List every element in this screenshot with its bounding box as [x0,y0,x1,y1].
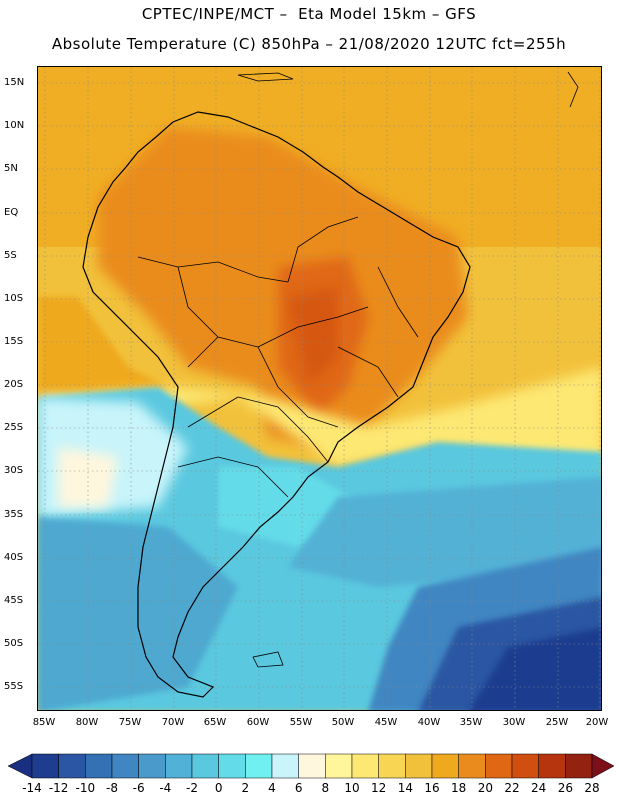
colorbar-label: 16 [424,781,440,795]
colorbar-swatch [111,753,139,779]
colorbar-swatch [191,753,219,779]
map-title-line-2: Absolute Temperature (C) 850hPa – 21/08/… [51,35,567,53]
colorbar-label: 14 [397,781,413,795]
lat-label: 55S [4,681,24,692]
lat-label: 5N [4,163,18,174]
lon-label: 55W [289,717,313,728]
colorbar-label: -6 [132,781,145,795]
colorbar-label: 10 [344,781,360,795]
colorbar-swatch [31,753,59,779]
lon-label: 40W [417,717,441,728]
south-america-coastline [82,111,471,698]
lat-label: 30S [4,465,24,476]
colorbar-swatch [378,753,406,779]
lon-label: 80W [75,717,99,728]
colorbar-swatch [405,753,433,779]
lon-label: 75W [118,717,142,728]
map-title-line-1: CPTEC/INPE/MCT – Eta Model 15km – GFS [141,5,477,23]
colorbar-swatch [458,753,486,779]
lon-label: 30W [502,717,526,728]
colorbar-label: -14 [22,781,42,795]
colorbar-swatch [325,753,353,779]
falklands-outline [252,651,284,668]
colorbar-label: 26 [557,781,573,795]
colorbar-over-arrow [591,753,615,779]
lon-label: 60W [246,717,270,728]
temperature-field [38,67,601,710]
colorbar-label: 22 [504,781,520,795]
country-borders [137,216,419,498]
lat-label: 40S [4,552,24,563]
colorbar-label: -8 [106,781,118,795]
lon-label: 70W [161,717,185,728]
colorbar-label: -12 [48,781,69,795]
lat-label: 15N [4,77,25,88]
colorbar-label: 28 [584,781,600,795]
lat-label: 5S [4,250,17,261]
lon-label: 20W [585,717,609,728]
color-scale-bar [7,753,615,779]
colorbar-swatch [271,753,299,779]
lon-label: 25W [545,717,569,728]
temperature-map [37,66,602,711]
colorbar-swatch [165,753,193,779]
colorbar-label: 4 [268,781,276,795]
colorbar-swatch [245,753,273,779]
lat-label: 45S [4,595,24,606]
colorbar-label: 12 [371,781,387,795]
caribbean-islands [237,72,294,82]
colorbar-label: -2 [186,781,198,795]
lat-label: 50S [4,638,24,649]
lat-label: EQ [4,207,19,218]
colorbar-swatch [218,753,246,779]
lon-label: 45W [374,717,398,728]
colorbar-swatch [138,753,166,779]
colorbar-label: -10 [75,781,96,795]
colorbar-swatch [431,753,459,779]
antilles-outline [567,71,579,108]
colorbar-label: 8 [321,781,330,795]
colorbar-swatch [85,753,113,779]
colorbar-under-arrow [7,753,33,779]
lon-label: 50W [331,717,355,728]
colorbar-label: 6 [294,781,303,795]
lat-label: 25S [4,422,24,433]
lon-label: 85W [32,717,56,728]
lat-label: 35S [4,509,24,520]
colorbar-swatch [538,753,566,779]
colorbar-label: 2 [241,781,250,795]
colorbar-swatch [511,753,539,779]
colorbar-swatch [298,753,326,779]
colorbar-label: 20 [477,781,493,795]
lat-label: 15S [4,336,24,347]
colorbar-label: 24 [531,781,547,795]
lat-label: 10N [4,120,25,131]
colorbar-label: 18 [451,781,467,795]
lat-label: 20S [4,379,24,390]
lon-label: 65W [203,717,227,728]
colorbar-swatch [565,753,593,779]
colorbar-swatch [485,753,513,779]
colorbar-swatch [351,753,379,779]
colorbar-label: 0 [214,781,223,795]
lat-label: 10S [4,293,24,304]
lon-label: 35W [459,717,483,728]
colorbar-swatch [58,753,86,779]
colorbar-label: -4 [159,781,172,795]
